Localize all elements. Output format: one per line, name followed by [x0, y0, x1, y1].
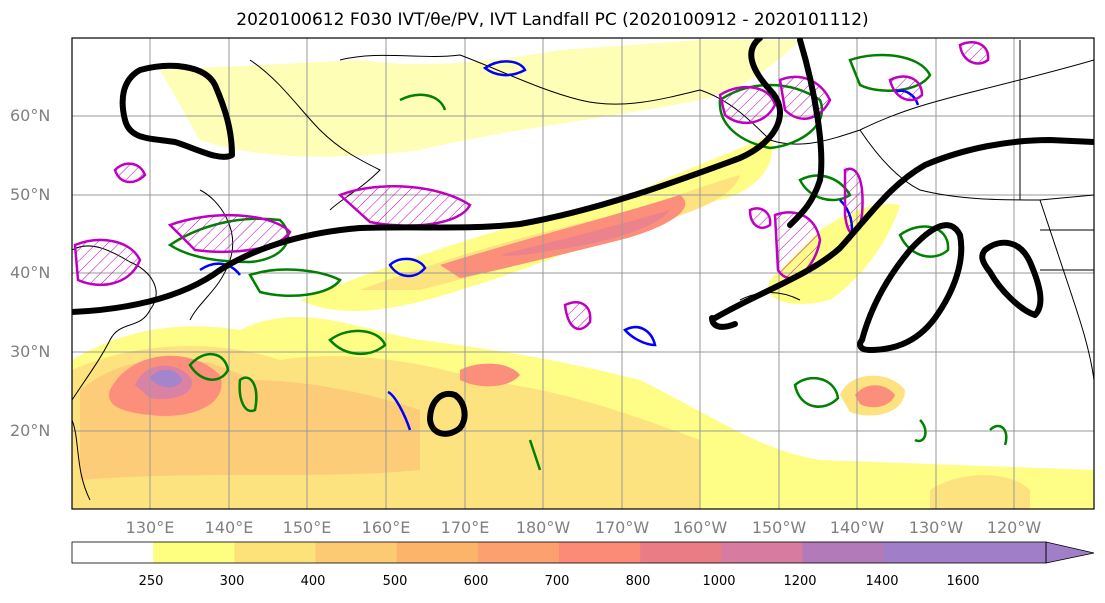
colorbar-segment	[802, 542, 885, 563]
lat-label-50: 50°N	[10, 185, 51, 204]
lat-label-40: 40°N	[10, 263, 51, 282]
map-frame	[71, 37, 1095, 510]
colorbar-segment	[640, 542, 722, 563]
lon-label: 130°W	[908, 518, 964, 537]
map-title: 2020100612 F030 IVT/θe/PV, IVT Landfall …	[236, 10, 869, 30]
lat-label-20: 20°N	[10, 421, 51, 440]
lon-label: 180°W	[515, 518, 571, 537]
lon-label: 160°W	[672, 518, 728, 537]
colorbar-label: 1600	[946, 574, 980, 589]
lon-label: 160°E	[361, 518, 411, 537]
colorbar-label: 250	[138, 574, 164, 589]
map-panel	[72, 38, 1094, 509]
colorbar-label: 1000	[702, 574, 736, 589]
colorbar-segment	[477, 542, 560, 563]
colorbar	[72, 542, 1047, 563]
colorbar-frame	[71, 541, 1047, 564]
lon-label: 150°W	[751, 518, 807, 537]
colorbar-segment	[72, 542, 154, 563]
colorbar-label: 700	[544, 574, 570, 589]
colorbar-label: 600	[463, 574, 489, 589]
lat-label-30: 30°N	[10, 342, 51, 361]
lon-label: 120°W	[986, 518, 1042, 537]
colorbar-label: 1400	[865, 574, 899, 589]
colorbar-segment	[153, 542, 235, 563]
colorbar-label: 1200	[783, 574, 817, 589]
colorbar-segment	[396, 542, 479, 563]
landfall-contours	[72, 38, 1094, 437]
colorbar-segment	[721, 542, 803, 563]
colorbar-segment	[559, 542, 641, 563]
colorbar-segment	[315, 542, 398, 563]
lon-label: 140°W	[829, 518, 885, 537]
colorbar-segment	[234, 542, 316, 563]
lon-label: 130°E	[125, 518, 175, 537]
colorbar-label: 800	[625, 574, 651, 589]
lon-label: 150°E	[282, 518, 332, 537]
theta-contours	[73, 41, 990, 331]
colorbar-label: 300	[219, 574, 245, 589]
colorbar-segment	[964, 542, 1047, 563]
lon-label: 170°W	[594, 518, 650, 537]
colorbar-label: 500	[382, 574, 408, 589]
colorbar-label: 400	[300, 574, 326, 589]
lon-label: 140°E	[204, 518, 254, 537]
lon-label: 170°E	[440, 518, 490, 537]
lat-label-60: 60°N	[10, 106, 51, 125]
colorbar-segment	[883, 542, 966, 563]
colorbar-extend-arrow	[1045, 541, 1095, 564]
